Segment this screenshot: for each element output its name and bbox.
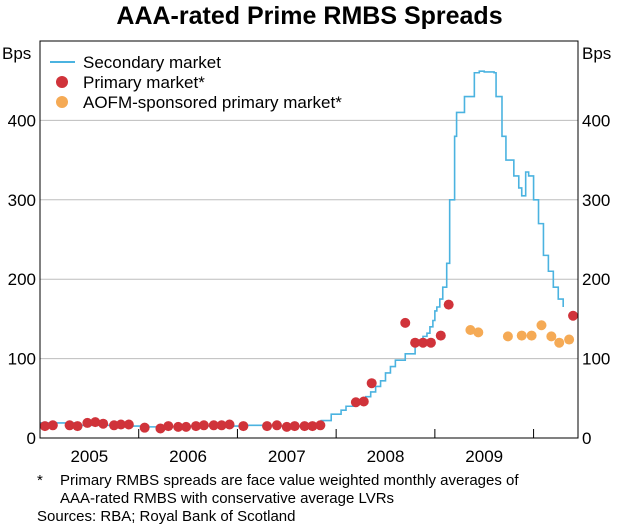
primary-market-point [238, 421, 249, 432]
primary-market-point [190, 421, 201, 432]
aofm-primary-market-point [536, 320, 547, 331]
aofm-primary-market-point [564, 334, 575, 345]
footnotes: * Primary RMBS spreads are face value we… [37, 472, 519, 526]
y-axis-label-left: Bps [2, 44, 31, 63]
primary-market-point [98, 418, 109, 429]
primary-market-point [315, 420, 326, 431]
primary-market-point [410, 337, 421, 348]
primary-market-point [216, 420, 227, 431]
primary-market-point [39, 421, 50, 432]
primary-market-point [64, 420, 75, 431]
primary-market-point [208, 420, 219, 431]
y-tick-label-right: 400 [582, 111, 610, 130]
y-tick-label-left: 0 [27, 429, 36, 448]
primary-market-point [181, 421, 192, 432]
primary-market-point [115, 419, 126, 430]
primary-market-point [262, 421, 273, 432]
primary-market-point [72, 421, 83, 432]
primary-market-point [418, 337, 429, 348]
primary-market-point [224, 419, 235, 430]
aofm-primary-market-point [502, 331, 513, 342]
x-tick-label: 2007 [268, 447, 306, 466]
primary-market-point [90, 417, 101, 428]
primary-market-point [82, 417, 93, 428]
aofm-primary-market-point [526, 330, 537, 341]
primary-market-point [307, 421, 318, 432]
footnote-star: * [37, 472, 43, 489]
y-tick-label-left: 400 [8, 111, 36, 130]
chart-title: AAA-rated Prime RMBS Spreads [116, 2, 503, 30]
y-tick-label-right: 200 [582, 270, 610, 289]
gridlines [40, 119, 578, 360]
primary-market-point [271, 420, 282, 431]
legend-label: Secondary market [83, 53, 221, 72]
primary-market-point [350, 397, 361, 408]
x-tick-label: 2005 [70, 447, 108, 466]
primary-market-point [47, 420, 58, 431]
primary-market-point [173, 421, 184, 432]
y-tick-label-left: 100 [8, 350, 36, 369]
plot-frame [39, 40, 579, 439]
primary-market-point [366, 378, 377, 389]
primary-market-point [299, 421, 310, 432]
aofm-primary-market-point [516, 330, 527, 341]
legend-label: AOFM-sponsored primary market* [83, 93, 342, 112]
primary-market-point [139, 422, 150, 433]
x-tick-label: 2006 [169, 447, 207, 466]
primary-market-point [568, 310, 579, 321]
primary-market-point [425, 337, 436, 348]
y-tick-label-left: 300 [8, 191, 36, 210]
primary-market-point [155, 423, 166, 434]
aofm-primary-market-point [473, 327, 484, 338]
primary-market-point [198, 420, 209, 431]
series-layer [39, 70, 579, 434]
footnote-line-1: Primary RMBS spreads are face value weig… [60, 472, 519, 489]
legend-dot-swatch [56, 96, 68, 108]
axes: 0 0 100 100 200 200 300 300 400 400 2005 2006 2007 20… [8, 111, 611, 466]
secondary-market-line [40, 70, 564, 428]
primary-market-point [435, 330, 446, 341]
sources-note: Sources: RBA; Royal Bank of Scotland [37, 508, 296, 525]
primary-market-point [163, 421, 174, 432]
y-tick-label-right: 100 [582, 350, 610, 369]
legend-label: Primary market* [83, 73, 205, 92]
primary-market-point [443, 299, 454, 310]
aofm-primary-market-point [554, 337, 565, 348]
x-tick-label: 2009 [465, 447, 503, 466]
primary-market-point [400, 317, 411, 328]
aofm-primary-market-point [546, 331, 557, 342]
x-tick-label: 2008 [367, 447, 405, 466]
aofm-primary-market-point [465, 325, 476, 336]
legend-dot-swatch [56, 76, 68, 88]
primary-market-point [281, 421, 292, 432]
primary-market-point [123, 419, 134, 430]
primary-market-point [289, 421, 300, 432]
y-tick-label-right: 0 [582, 429, 591, 448]
y-axis-label-right: Bps [582, 44, 611, 63]
y-tick-label-right: 300 [582, 191, 610, 210]
y-tick-label-left: 200 [8, 270, 36, 289]
footnote-line-2: AAA-rated RMBS with conservative average… [60, 490, 395, 507]
primary-market-point [358, 396, 369, 407]
